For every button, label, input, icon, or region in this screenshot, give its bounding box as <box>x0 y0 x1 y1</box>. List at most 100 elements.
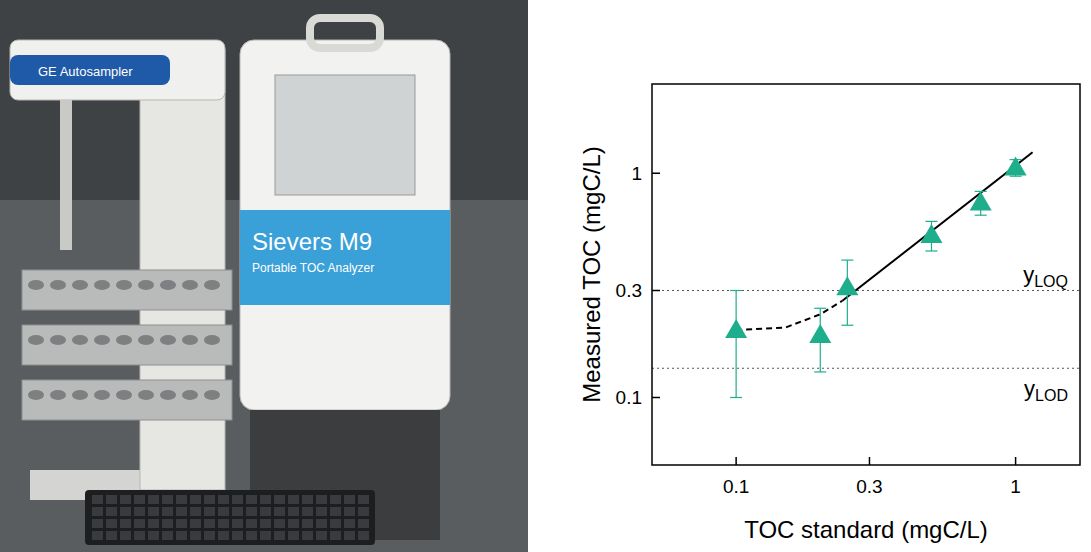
vial-hole <box>116 335 132 345</box>
key <box>232 519 243 528</box>
key <box>274 495 285 504</box>
vial-hole <box>50 280 66 290</box>
vial-hole <box>50 335 66 345</box>
device-label: GE Autosampler <box>38 64 133 79</box>
key <box>218 507 229 516</box>
error-cap <box>925 250 937 251</box>
vial-hole <box>28 280 44 290</box>
vial-hole <box>204 280 220 290</box>
vial-hole <box>138 390 154 400</box>
plot-frame <box>652 84 1080 465</box>
y-tick-label: 0.3 <box>616 280 642 301</box>
reference-line <box>652 290 1080 291</box>
fit-curve <box>842 152 1032 300</box>
vial-hole <box>28 335 44 345</box>
reference-subscript: LOQ <box>1034 273 1068 290</box>
vial-hole <box>160 390 176 400</box>
key <box>190 495 201 504</box>
key <box>120 507 131 516</box>
sample-rack <box>22 270 232 310</box>
reference-lines <box>652 290 1080 368</box>
reference-line <box>652 368 1080 369</box>
key <box>232 531 243 540</box>
vial-hole <box>138 335 154 345</box>
key <box>246 495 257 504</box>
key <box>344 495 355 504</box>
sample-rack <box>22 325 232 365</box>
key <box>288 531 299 540</box>
x-axis-title: TOC standard (mgC/L) <box>744 516 988 543</box>
fit-curve <box>736 301 842 330</box>
autosampler-band <box>10 55 170 85</box>
key <box>162 495 173 504</box>
key <box>176 507 187 516</box>
key <box>120 531 131 540</box>
key <box>120 519 131 528</box>
photo-background <box>0 0 528 552</box>
key <box>176 531 187 540</box>
key <box>134 507 145 516</box>
key <box>316 519 327 528</box>
vial-hole <box>116 390 132 400</box>
key <box>120 495 131 504</box>
error-cap <box>814 371 826 372</box>
sampler-needle <box>60 100 72 250</box>
key <box>148 531 159 540</box>
key <box>218 495 229 504</box>
error-cap <box>975 215 987 216</box>
key <box>92 519 103 528</box>
key <box>162 519 173 528</box>
x-tick <box>869 457 871 465</box>
error-cap <box>925 221 937 222</box>
key <box>330 519 341 528</box>
x-tick-label: 1 <box>1010 476 1021 497</box>
key <box>316 531 327 540</box>
key <box>92 507 103 516</box>
key <box>302 495 313 504</box>
key <box>288 519 299 528</box>
analyzer-band <box>240 210 450 305</box>
error-cap <box>730 290 742 291</box>
key <box>260 531 271 540</box>
device-label: Sievers M9 <box>252 228 372 255</box>
key <box>344 519 355 528</box>
vial-hole <box>160 335 176 345</box>
key <box>218 519 229 528</box>
analyzer-stand <box>250 410 440 540</box>
analyzer-body <box>240 40 450 410</box>
key <box>330 531 341 540</box>
y-tick <box>652 290 660 292</box>
key <box>246 519 257 528</box>
key <box>358 495 369 504</box>
device-label: Portable TOC Analyzer <box>252 261 374 275</box>
plot-data <box>725 152 1032 397</box>
error-cap <box>730 397 742 398</box>
data-point <box>1005 157 1027 176</box>
key <box>274 519 285 528</box>
vial-hole <box>160 280 176 290</box>
vial-hole <box>182 335 198 345</box>
vial-hole <box>182 390 198 400</box>
error-cap <box>841 325 853 326</box>
key <box>260 495 271 504</box>
vial-hole <box>204 390 220 400</box>
key <box>176 519 187 528</box>
key <box>218 531 229 540</box>
key <box>106 519 117 528</box>
key <box>134 495 145 504</box>
key <box>92 495 103 504</box>
key <box>148 495 159 504</box>
vial-hole <box>72 280 88 290</box>
data-point <box>725 319 747 338</box>
key <box>134 531 145 540</box>
key <box>148 507 159 516</box>
data-point <box>920 224 942 243</box>
key <box>176 495 187 504</box>
key <box>302 519 313 528</box>
key <box>344 531 355 540</box>
vial-hole <box>28 390 44 400</box>
vial-hole <box>204 335 220 345</box>
analyzer-handle <box>310 18 380 48</box>
key <box>204 507 215 516</box>
autosampler-arm <box>10 40 225 100</box>
